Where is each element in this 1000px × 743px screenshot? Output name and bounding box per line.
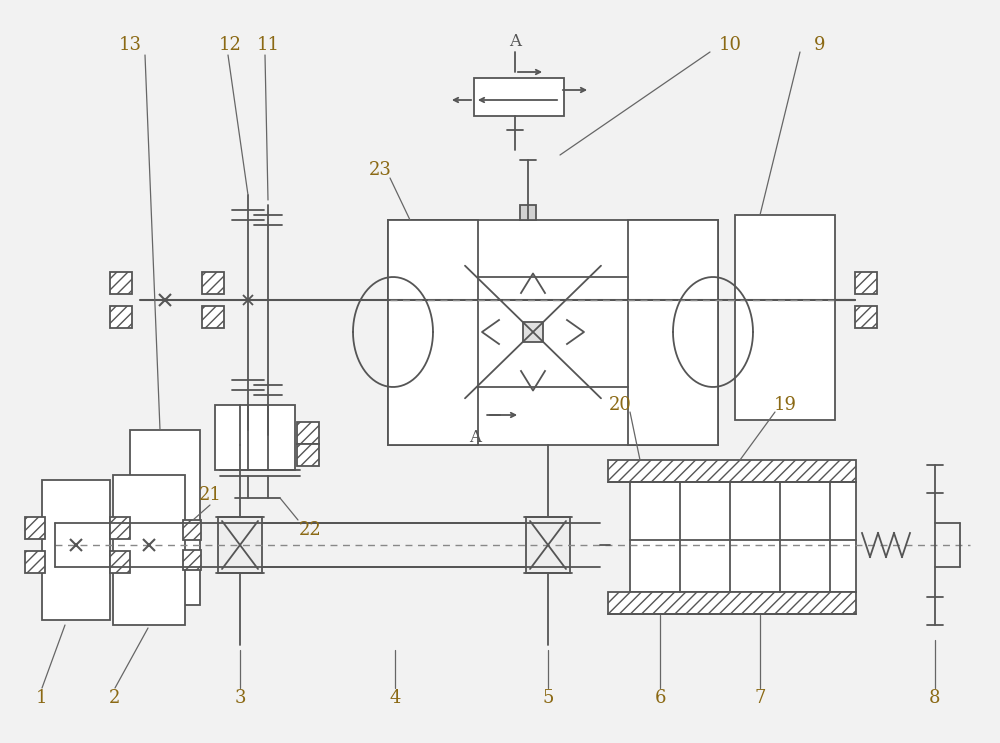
Bar bbox=[110, 306, 132, 328]
Text: 12: 12 bbox=[219, 36, 241, 54]
Bar bbox=[608, 592, 856, 614]
Bar bbox=[523, 322, 543, 342]
Text: 5: 5 bbox=[542, 689, 554, 707]
Text: 13: 13 bbox=[119, 36, 142, 54]
Text: 7: 7 bbox=[754, 689, 766, 707]
Text: 11: 11 bbox=[256, 36, 280, 54]
Bar bbox=[25, 517, 45, 539]
Bar bbox=[218, 517, 262, 573]
Bar bbox=[297, 444, 319, 466]
Bar bbox=[110, 272, 132, 294]
Bar bbox=[42, 480, 110, 620]
Text: A: A bbox=[509, 33, 521, 51]
Text: 8: 8 bbox=[929, 689, 941, 707]
Text: 9: 9 bbox=[814, 36, 826, 54]
Bar bbox=[608, 460, 856, 482]
Text: 6: 6 bbox=[654, 689, 666, 707]
Bar bbox=[520, 205, 536, 220]
Bar bbox=[110, 551, 130, 573]
Text: 19: 19 bbox=[774, 396, 796, 414]
Bar bbox=[202, 272, 224, 294]
Text: 10: 10 bbox=[718, 36, 742, 54]
Text: 20: 20 bbox=[609, 396, 631, 414]
Bar bbox=[202, 306, 224, 328]
Text: 4: 4 bbox=[389, 689, 401, 707]
Bar bbox=[526, 517, 570, 573]
Text: 1: 1 bbox=[36, 689, 48, 707]
Bar bbox=[25, 551, 45, 573]
Text: 23: 23 bbox=[369, 161, 391, 179]
Bar bbox=[388, 220, 478, 445]
Text: A: A bbox=[469, 429, 481, 446]
Bar bbox=[855, 306, 877, 328]
Bar bbox=[183, 550, 201, 570]
Bar bbox=[735, 215, 835, 420]
Text: 21: 21 bbox=[199, 486, 221, 504]
Text: 22: 22 bbox=[299, 521, 321, 539]
Bar bbox=[474, 78, 564, 116]
Bar bbox=[215, 405, 295, 470]
Bar bbox=[297, 422, 319, 444]
Bar bbox=[630, 482, 856, 592]
Bar bbox=[113, 475, 185, 625]
Bar bbox=[183, 520, 201, 540]
Bar bbox=[130, 430, 200, 605]
Bar bbox=[388, 220, 718, 445]
Text: 3: 3 bbox=[234, 689, 246, 707]
Bar bbox=[855, 272, 877, 294]
Bar bbox=[628, 220, 718, 445]
Bar bbox=[110, 517, 130, 539]
Text: 2: 2 bbox=[109, 689, 121, 707]
